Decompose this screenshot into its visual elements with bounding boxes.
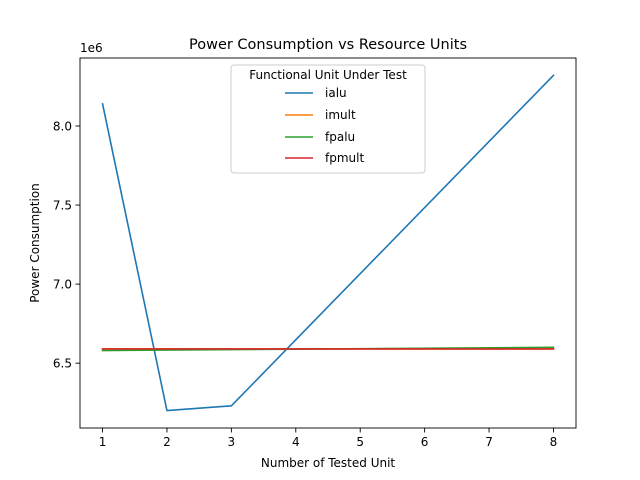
plot-area bbox=[79, 57, 577, 429]
legend-label-fpalu: fpalu bbox=[325, 130, 355, 144]
y-axis-offset-label: 1e6 bbox=[80, 41, 103, 55]
y-tick-label: 6.5 bbox=[53, 357, 72, 371]
y-axis-label: Power Consumption bbox=[28, 183, 42, 303]
y-tick-label: 7.5 bbox=[53, 199, 72, 213]
legend-label-fpmult: fpmult bbox=[325, 151, 364, 165]
legend-title: Functional Unit Under Test bbox=[249, 68, 407, 82]
x-tick-label: 3 bbox=[228, 435, 236, 449]
y-axis-ticks: 6.5 7.0 7.5 8.0 bbox=[53, 119, 80, 371]
legend-box bbox=[230, 64, 426, 174]
axes-frame bbox=[79, 57, 577, 429]
chart-title: Power Consumption vs Resource Units bbox=[189, 37, 467, 53]
x-tick-label: 4 bbox=[292, 435, 300, 449]
x-tick-label: 6 bbox=[421, 435, 429, 449]
series-layer bbox=[101, 74, 555, 412]
x-axis-ticks: 1 2 3 4 5 6 7 8 bbox=[99, 428, 558, 449]
y-tick-label: 7.0 bbox=[53, 278, 72, 292]
series-line-ialu bbox=[101, 74, 555, 412]
x-tick-label: 8 bbox=[550, 435, 558, 449]
legend-label-ialu: ialu bbox=[325, 86, 347, 100]
x-tick-label: 7 bbox=[485, 435, 493, 449]
legend-entries: ialu imult fpalu fpmult bbox=[285, 86, 364, 165]
legend-label-imult: imult bbox=[325, 108, 356, 122]
x-axis-label: Number of Tested Unit bbox=[261, 456, 396, 470]
legend: Functional Unit Under Test ialu imult fpal… bbox=[230, 64, 426, 174]
x-tick-label: 5 bbox=[356, 435, 364, 449]
x-tick-label: 2 bbox=[163, 435, 171, 449]
x-tick-label: 1 bbox=[99, 435, 107, 449]
y-tick-label: 8.0 bbox=[53, 119, 72, 133]
